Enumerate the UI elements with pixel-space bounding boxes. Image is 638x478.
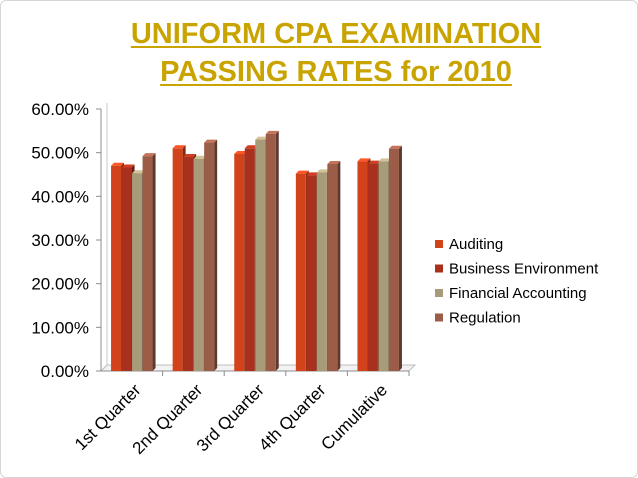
legend-swatch <box>435 289 443 297</box>
y-tick-label: 10.00% <box>31 318 89 337</box>
bar-top <box>142 153 156 157</box>
bar <box>183 157 194 371</box>
bar-top <box>388 145 402 149</box>
bar <box>121 167 132 371</box>
bar-top <box>357 158 371 162</box>
y-tick-label: 60.00% <box>31 100 89 119</box>
bar-top <box>244 145 258 149</box>
title-line-1: UNIFORM CPA EXAMINATION <box>130 18 542 50</box>
bar-top <box>111 162 125 166</box>
legend-item-label: Auditing <box>449 236 503 253</box>
bar <box>378 161 389 371</box>
bar-side <box>275 130 279 371</box>
bar <box>388 148 399 371</box>
bar-top <box>316 169 330 173</box>
bar <box>142 156 153 371</box>
bar-top <box>183 154 197 158</box>
bar-top <box>121 164 135 168</box>
bar-top <box>327 161 341 165</box>
bar-top <box>132 170 146 174</box>
bar <box>255 139 266 371</box>
bar <box>234 153 245 371</box>
bar-top <box>204 139 218 143</box>
legend-swatch <box>435 313 443 322</box>
bar-top <box>378 158 392 162</box>
y-tick-label: 30.00% <box>31 231 89 250</box>
bar <box>172 148 183 371</box>
bar <box>204 142 215 371</box>
bar-side <box>152 153 156 371</box>
bar-top <box>193 155 207 159</box>
bar-top <box>295 170 309 174</box>
back-wall-edge <box>100 103 108 372</box>
legend-item-label: Business Environment <box>449 261 599 278</box>
bar-top <box>367 160 381 164</box>
legend-item-label: Regulation <box>449 310 521 327</box>
bar-top <box>172 145 186 149</box>
legend-swatch <box>435 240 443 248</box>
bar <box>244 148 255 371</box>
bar-side <box>214 139 218 371</box>
bar <box>265 133 276 371</box>
bar-top <box>255 136 269 140</box>
bar <box>327 164 338 371</box>
bar-top <box>306 172 320 176</box>
y-tick-label: 0.00% <box>41 362 89 381</box>
bar-top <box>234 150 248 154</box>
bar <box>357 161 368 371</box>
bar <box>193 158 204 371</box>
y-tick-label: 20.00% <box>31 275 89 294</box>
bar <box>367 163 378 371</box>
bar <box>295 173 306 371</box>
title-line-2: PASSING RATES for 2010 <box>160 56 512 88</box>
x-tick-label: 4th Quarter <box>255 380 329 454</box>
legend-item-label: Financial Accounting <box>449 285 587 302</box>
chart-title: UNIFORM CPA EXAMINATION PASSING RATES fo… <box>76 15 596 91</box>
bar <box>132 173 143 371</box>
bar-top <box>265 130 279 134</box>
x-tick-label: Cumulative <box>317 380 391 454</box>
bar-side <box>337 161 341 371</box>
y-tick-label: 40.00% <box>31 187 89 206</box>
y-tick-label: 50.00% <box>31 144 89 163</box>
bar-side <box>398 145 402 371</box>
legend-swatch <box>435 264 443 273</box>
bar <box>316 172 327 371</box>
bar <box>306 175 317 371</box>
bar <box>111 165 122 371</box>
